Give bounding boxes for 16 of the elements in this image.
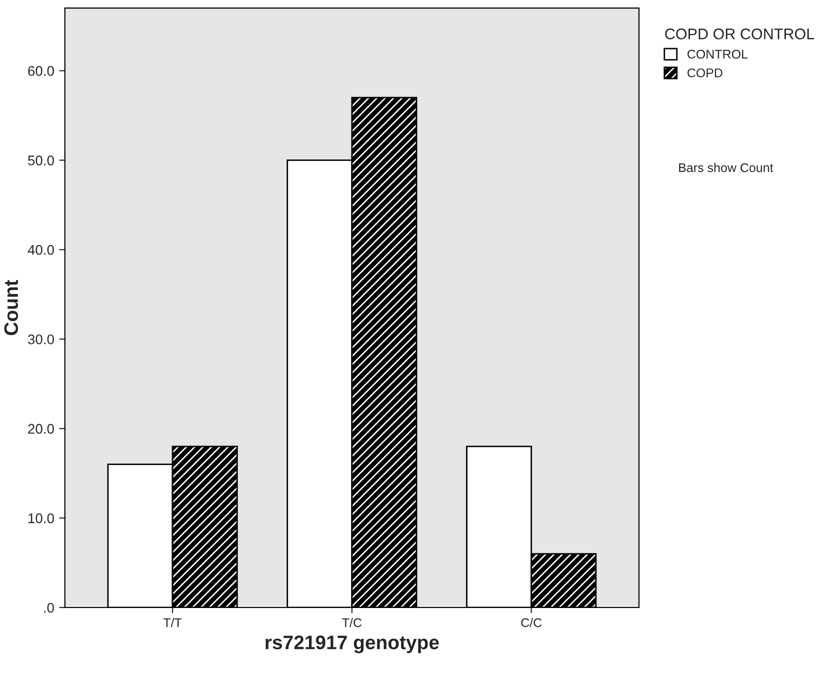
y-axis-title: Count (4, 280, 18, 336)
y-tick-label: 10.0 (28, 513, 54, 524)
x-tick-label: T/C (342, 618, 362, 628)
legend-label: COPD (688, 68, 722, 78)
y-tick-label: 20.0 (28, 424, 54, 434)
legend-label: CONTROL (688, 50, 748, 59)
y-tick-label: 40.0 (28, 244, 54, 255)
y-tick-label: 50.0 (28, 156, 54, 166)
text: Bars show Count (679, 162, 774, 172)
x-tick-label: T/T (163, 618, 182, 628)
legend-title: COPD OR CONTROL (665, 28, 814, 40)
y-tick-label: .0 (44, 602, 54, 613)
x-tick-label: C/C (521, 618, 542, 628)
y-tick-label: 60.0 (28, 66, 54, 76)
y-tick-label: 30.0 (28, 334, 54, 344)
x-axis-title: rs721917 genotype (266, 636, 439, 654)
